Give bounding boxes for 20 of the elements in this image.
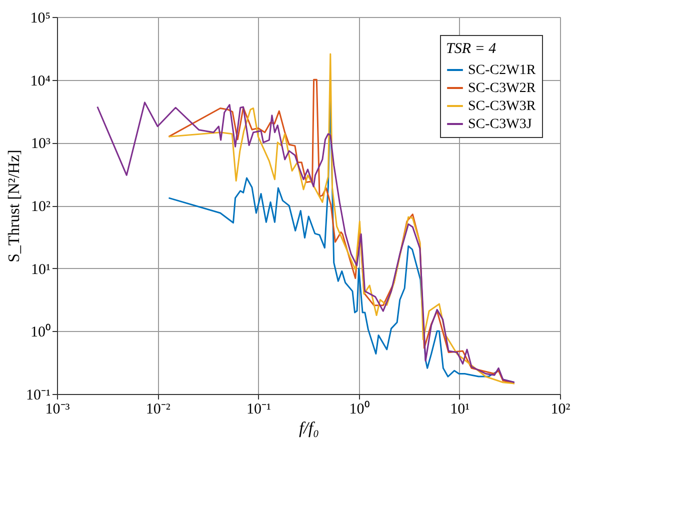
x-tick-label: 10⁻³ bbox=[45, 402, 70, 418]
y-tick-label: 10⁰ bbox=[30, 324, 50, 341]
y-tick-label: 10² bbox=[31, 199, 51, 215]
x-tick-label: 10⁰ bbox=[349, 400, 370, 418]
y-tick-label: 10¹ bbox=[31, 262, 50, 278]
x-tick-label: 10¹ bbox=[450, 402, 470, 418]
y-axis-title: S_Thrust [N²/Hz] bbox=[6, 150, 24, 262]
x-tick-label: 10⁻¹ bbox=[246, 402, 271, 418]
y-tick-label: 10⁴ bbox=[30, 73, 50, 90]
y-tick-label: 10³ bbox=[31, 136, 51, 152]
legend-label: SC-C3W2R bbox=[468, 81, 536, 96]
legend-title: TSR = 4 bbox=[446, 41, 497, 57]
legend-label: SC-C2W1R bbox=[468, 63, 536, 78]
y-tick-label: 10⁵ bbox=[30, 10, 50, 26]
y-tick-label: 10⁻¹ bbox=[26, 388, 50, 404]
legend-label: SC-C3W3J bbox=[468, 117, 532, 132]
x-tick-label: 10⁻² bbox=[146, 402, 171, 418]
x-axis-title: f/f₀ bbox=[298, 418, 320, 438]
x-tick-label: 10² bbox=[550, 402, 571, 418]
legend-label: SC-C3W3R bbox=[468, 99, 536, 114]
